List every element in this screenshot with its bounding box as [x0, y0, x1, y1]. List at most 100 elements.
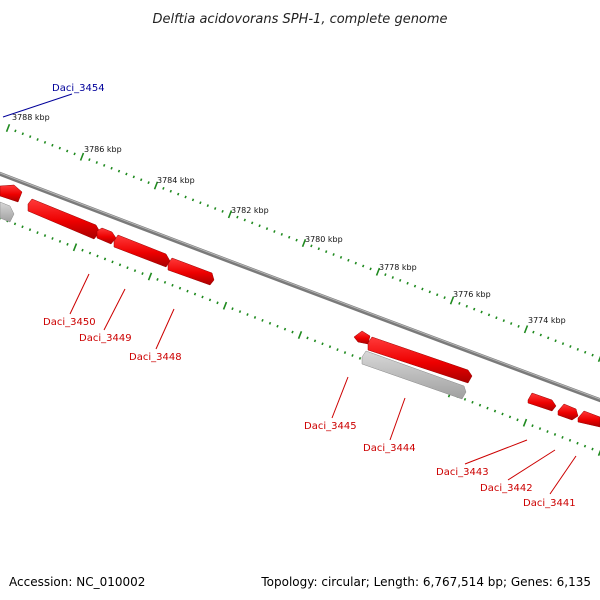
accession-text: Accession: NC_010002: [9, 575, 145, 589]
minor-tick: [576, 347, 579, 351]
kbp-label: 3788 kbp: [12, 113, 50, 122]
minor-tick: [147, 181, 150, 185]
leader-line: [331, 376, 349, 419]
major-tick: [597, 449, 600, 457]
minor-tick: [321, 342, 324, 346]
minor-tick: [201, 295, 204, 299]
minor-tick: [493, 409, 497, 413]
major-tick: [153, 181, 159, 190]
leader-line: [464, 439, 528, 465]
minor-tick: [118, 263, 122, 267]
minor-tick: [199, 201, 202, 205]
genome-backbone-highlight: [0, 172, 600, 400]
minor-tick: [538, 427, 542, 431]
gene-labels: Daci_3454 Daci_3450 Daci_3449 Daci_3448 …: [43, 83, 576, 509]
genome-backbone: [0, 171, 600, 403]
minor-tick: [110, 166, 113, 170]
minor-tick: [66, 149, 69, 153]
gene-arrow: [113, 234, 171, 268]
minor-tick: [561, 435, 564, 439]
minor-tick: [336, 348, 339, 352]
minor-tick: [399, 278, 402, 282]
minor-tick: [251, 221, 254, 225]
minor-tick: [283, 327, 287, 331]
minor-tick: [253, 316, 257, 319]
minor-tick: [531, 424, 534, 428]
minor-tick: [125, 172, 128, 176]
minor-tick: [141, 272, 144, 275]
minor-tick: [243, 218, 246, 222]
minor-tick: [81, 248, 84, 252]
minor-tick: [163, 280, 167, 284]
gene-arrow: [167, 257, 215, 286]
major-tick: [375, 267, 381, 276]
minor-tick: [21, 225, 24, 229]
minor-tick: [280, 232, 283, 236]
minor-tick: [351, 354, 354, 357]
gene-label-daci-3443[interactable]: Daci_3443: [436, 467, 489, 478]
minor-tick: [306, 336, 309, 340]
minor-tick: [156, 278, 159, 281]
minor-tick: [231, 307, 234, 311]
gene-label-daci-3449[interactable]: Daci_3449: [79, 333, 132, 344]
minor-tick: [443, 296, 446, 300]
minor-tick: [43, 140, 47, 144]
gene-label-daci-3450[interactable]: Daci_3450: [43, 317, 96, 328]
minor-tick: [73, 152, 76, 156]
minor-tick: [478, 403, 482, 407]
genome-summary-text: Topology: circular; Length: 6,767,514 bp…: [260, 575, 591, 589]
minor-tick: [508, 415, 512, 419]
gene-label-daci-3448[interactable]: Daci_3448: [129, 352, 182, 363]
major-tick: [522, 418, 528, 427]
minor-tick: [184, 195, 187, 199]
minor-tick: [162, 186, 165, 190]
gene-arrow: [527, 392, 557, 412]
minor-tick: [510, 322, 513, 325]
gene-label-daci-3442[interactable]: Daci_3442: [480, 483, 533, 494]
gene-arrow: [0, 184, 23, 203]
minor-tick: [569, 345, 572, 348]
minor-tick: [554, 339, 557, 343]
gene-arrow-pseudo: [361, 350, 467, 400]
minor-tick: [238, 310, 242, 314]
minor-tick: [471, 400, 474, 404]
minor-tick: [291, 330, 294, 334]
minor-tick: [214, 207, 217, 210]
kbp-label: 3780 kbp: [305, 235, 343, 244]
gene-label-daci-3454[interactable]: Daci_3454: [52, 83, 105, 94]
gene-label-daci-3441[interactable]: Daci_3441: [523, 498, 576, 509]
minor-tick: [313, 339, 317, 343]
minor-tick: [221, 209, 224, 213]
minor-tick: [95, 161, 98, 164]
major-tick: [297, 330, 303, 340]
minor-tick: [568, 438, 572, 442]
gene-label-daci-3444[interactable]: Daci_3444: [363, 443, 416, 454]
minor-tick: [480, 310, 483, 314]
minor-tick: [553, 433, 557, 436]
gene-label-daci-3445[interactable]: Daci_3445: [304, 421, 357, 432]
minor-tick: [310, 244, 313, 248]
minor-tick: [117, 169, 121, 173]
minor-tick: [576, 441, 579, 445]
minor-tick: [584, 350, 587, 354]
gene-features: [0, 184, 600, 428]
minor-tick: [276, 324, 279, 328]
minor-tick: [126, 266, 129, 270]
minor-tick: [246, 313, 249, 316]
leader-line: [69, 273, 90, 315]
minor-tick: [186, 289, 189, 293]
minor-tick: [406, 281, 409, 285]
minor-tick: [273, 230, 276, 233]
minor-tick: [29, 135, 32, 139]
outer-tick-row: [5, 123, 600, 363]
minor-tick: [343, 351, 347, 354]
minor-tick: [14, 129, 17, 133]
major-tick: [301, 238, 307, 248]
minor-tick: [463, 397, 467, 401]
kbp-label: 3786 kbp: [84, 145, 122, 154]
minor-tick: [58, 239, 62, 243]
kbp-label: 3774 kbp: [528, 316, 566, 325]
minor-tick: [28, 228, 32, 232]
minor-tick: [178, 286, 182, 290]
